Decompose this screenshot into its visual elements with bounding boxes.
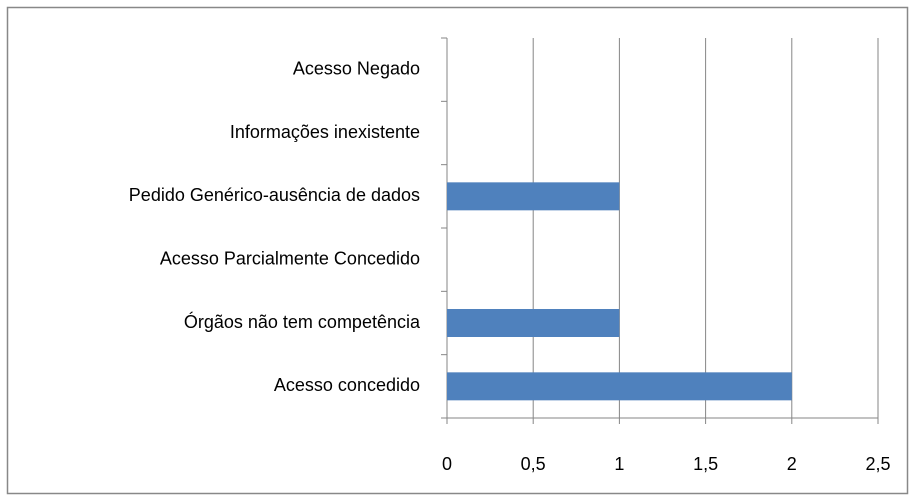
x-tick-label: 1,5 xyxy=(693,454,718,474)
y-tick-label: Acesso Parcialmente Concedido xyxy=(160,248,420,268)
x-tick-label: 0,5 xyxy=(521,454,546,474)
y-tick-label: Informações inexistente xyxy=(230,122,420,142)
bar xyxy=(447,182,620,211)
x-tick-label: 0 xyxy=(442,454,452,474)
bar xyxy=(447,309,620,337)
y-tick-label: Acesso Negado xyxy=(293,58,420,78)
y-tick-label: Órgãos não tem competência xyxy=(184,311,421,332)
x-tick-label: 1 xyxy=(614,454,624,474)
y-tick-label: Pedido Genérico-ausência de dados xyxy=(129,185,420,205)
chart-border xyxy=(6,6,909,495)
x-tick-label: 2,5 xyxy=(865,454,890,474)
y-tick-label: Acesso concedido xyxy=(274,375,420,395)
x-tick-label: 2 xyxy=(787,454,797,474)
bar xyxy=(447,372,792,401)
